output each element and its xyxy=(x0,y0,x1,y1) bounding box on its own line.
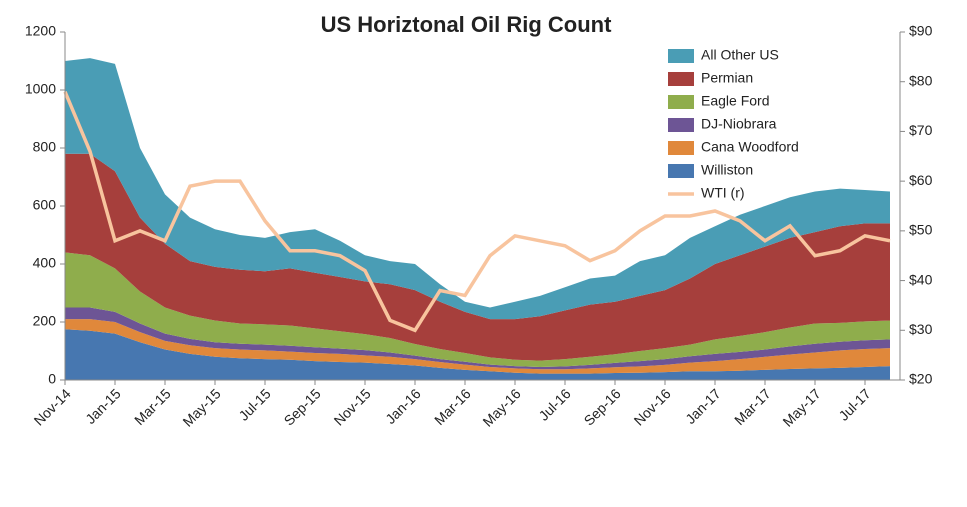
y-tick-label: 200 xyxy=(33,313,57,329)
area xyxy=(65,153,890,361)
line xyxy=(63,90,891,333)
x-tick-label: Jan-17 xyxy=(682,385,724,427)
x-tick-label: Jul-15 xyxy=(235,385,273,423)
legend-swatch xyxy=(668,95,694,109)
x-tick-label: May-16 xyxy=(479,385,523,429)
x-tick-label: Jul-16 xyxy=(535,385,573,423)
y2-tick-label: $60 xyxy=(909,172,933,188)
y-tick-label: 800 xyxy=(33,139,57,155)
y2-tick-label: $30 xyxy=(909,321,933,337)
legend-label: DJ-Niobrara xyxy=(701,116,777,132)
legend-swatch xyxy=(668,72,694,86)
x-tick-label: May-15 xyxy=(179,385,223,429)
y2-tick-label: $50 xyxy=(909,222,933,238)
x-tick-label: Nov-16 xyxy=(631,385,674,428)
y2-tick-label: $70 xyxy=(909,122,933,138)
x-tick-label: Nov-15 xyxy=(331,385,374,428)
legend-swatch xyxy=(668,141,694,155)
legend-label: WTI (r) xyxy=(701,185,745,201)
legend-label: Cana Woodford xyxy=(701,139,799,155)
chart-title: US Horiztonal Oil Rig Count xyxy=(321,12,613,37)
y-tick-label: 1200 xyxy=(25,23,56,39)
legend-swatch xyxy=(668,49,694,63)
y-tick-label: 0 xyxy=(48,371,56,387)
area xyxy=(65,319,890,374)
legend-swatch xyxy=(668,118,694,132)
y-tick-label: 400 xyxy=(33,255,57,271)
y-tick-label: 1000 xyxy=(25,81,56,97)
y2-tick-label: $40 xyxy=(909,271,933,287)
x-tick-label: Jul-17 xyxy=(835,385,873,423)
x-tick-label: Mar-17 xyxy=(731,385,774,428)
y2-tick-label: $90 xyxy=(909,23,933,39)
x-tick-label: Sep-16 xyxy=(580,385,623,428)
legend-swatch xyxy=(668,164,694,178)
x-tick-label: Mar-16 xyxy=(431,385,474,428)
x-tick-label: Jan-15 xyxy=(82,385,124,427)
x-tick-label: May-17 xyxy=(779,385,823,429)
x-tick-label: Jan-16 xyxy=(382,385,424,427)
area xyxy=(65,58,890,320)
area xyxy=(65,329,890,380)
legend-label: Eagle Ford xyxy=(701,93,769,109)
y-tick-label: 600 xyxy=(33,197,57,213)
y2-tick-label: $80 xyxy=(909,72,933,88)
legend-label: All Other US xyxy=(701,47,779,63)
y2-tick-label: $20 xyxy=(909,371,933,387)
area xyxy=(65,252,890,367)
legend-label: Williston xyxy=(701,162,753,178)
x-tick-label: Sep-15 xyxy=(280,385,323,428)
x-tick-label: Mar-15 xyxy=(131,385,174,428)
x-tick-label: Nov-14 xyxy=(31,385,74,428)
legend-label: Permian xyxy=(701,70,753,86)
